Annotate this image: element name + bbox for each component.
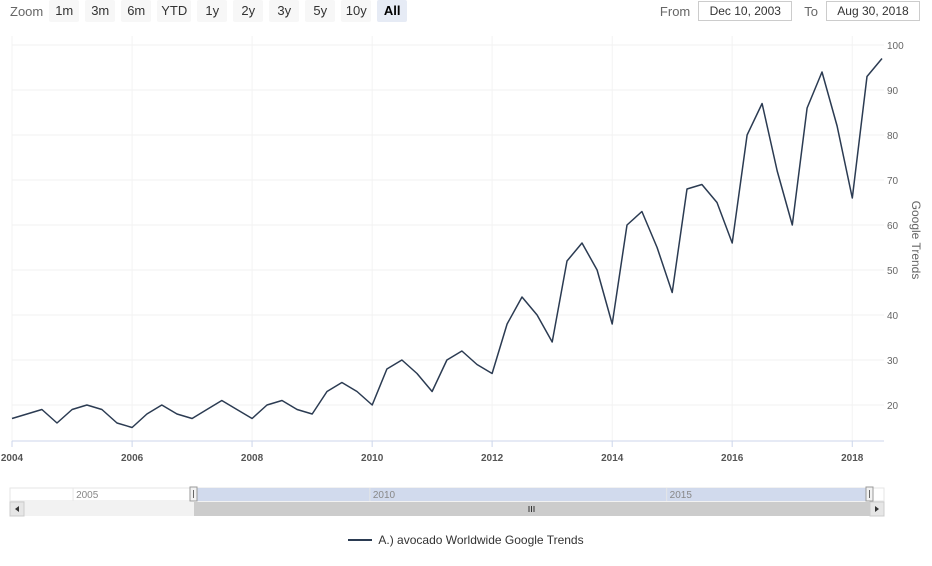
legend-line-swatch — [348, 539, 373, 541]
trend-chart: 2004 2006 2008 2010 2012 2014 2016 2018 20 30 40 5… — [1, 36, 923, 517]
x-tick-label: 2010 — [361, 453, 384, 464]
y-tick-label: 80 — [887, 131, 899, 142]
y-tick-label: 100 — [887, 41, 904, 52]
scrollbar — [9, 501, 885, 517]
zoom-2y-button[interactable]: 2y — [233, 0, 264, 22]
navigator-selection[interactable] — [194, 488, 870, 501]
zoom-5y-button[interactable]: 5y — [305, 0, 336, 22]
x-tick-label: 2008 — [241, 453, 264, 464]
navigator-tick-label: 2015 — [670, 490, 693, 501]
zoom-10y-button[interactable]: 10y — [341, 0, 372, 22]
series-line — [11, 58, 883, 429]
y-tick-label: 20 — [887, 401, 899, 412]
zoom-1y-button[interactable]: 1y — [197, 0, 228, 22]
y-tick-label: 70 — [887, 176, 899, 187]
x-tick-label: 2012 — [481, 453, 504, 464]
x-tick-label: 2018 — [841, 453, 864, 464]
zoom-1m-button[interactable]: 1m — [49, 0, 80, 22]
y-axis-title: Google Trends — [909, 201, 923, 280]
date-range-selector: From To — [660, 0, 920, 22]
chart-legend[interactable]: A.) avocado Worldwide Google Trends — [0, 531, 932, 549]
x-tick-label: 2016 — [721, 453, 744, 464]
zoom-bar: Zoom 1m 3m 6m YTD 1y 2y 3y 5y 10y All — [10, 0, 413, 22]
zoom-3y-button[interactable]: 3y — [269, 0, 300, 22]
arrow-left-icon — [15, 506, 19, 512]
y-tick-label: 40 — [887, 311, 899, 322]
zoom-label: Zoom — [10, 3, 44, 19]
navigator-tick-label: 2005 — [76, 490, 99, 501]
x-tick-label: 2006 — [121, 453, 144, 464]
x-tick-label: 2004 — [1, 453, 24, 464]
legend-label: A.) avocado Worldwide Google Trends — [378, 533, 584, 547]
zoom-6m-button[interactable]: 6m — [121, 0, 152, 22]
scrollbar-thumb-grip — [528, 506, 535, 512]
zoom-ytd-button[interactable]: YTD — [157, 0, 192, 22]
y-axis-ticks: 20 30 40 50 60 70 80 90 100 — [887, 41, 904, 412]
navigator: 2005 2010 2015 — [9, 486, 885, 502]
x-tick-label: 2014 — [601, 453, 624, 464]
zoom-all-button[interactable]: All — [377, 0, 408, 22]
y-tick-label: 30 — [887, 356, 899, 367]
navigator-ticks: 2005 2010 2015 — [72, 488, 693, 501]
zoom-3m-button[interactable]: 3m — [85, 0, 116, 22]
to-date-input[interactable] — [826, 1, 920, 21]
grid-lines — [11, 36, 884, 441]
from-date-input[interactable] — [698, 1, 793, 21]
y-tick-label: 60 — [887, 221, 899, 232]
x-axis-ticks: 2004 2006 2008 2010 2012 2014 2016 2018 — [1, 441, 864, 464]
y-tick-label: 50 — [887, 266, 899, 277]
arrow-right-icon — [875, 506, 879, 512]
from-label: From — [659, 3, 691, 19]
navigator-tick-label: 2010 — [373, 490, 396, 501]
to-label: To — [804, 3, 818, 19]
y-tick-label: 90 — [887, 86, 899, 97]
